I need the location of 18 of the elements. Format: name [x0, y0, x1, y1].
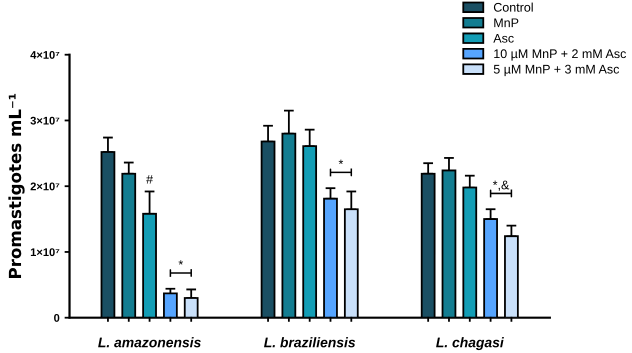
- legend-label: MnP: [494, 18, 518, 28]
- y-tick-label: 0: [54, 314, 60, 322]
- annotation: #: [146, 175, 153, 184]
- y-tick-label: 2×10⁷: [30, 182, 60, 190]
- legend-label: 10 µM MnP + 2 mM Asc: [494, 49, 626, 61]
- y-axis-title: Promastigotes mL⁻¹: [8, 94, 25, 278]
- legend-label: 5 µM MnP + 3 mM Asc: [494, 64, 620, 76]
- legend-label: Control: [494, 2, 533, 12]
- legend-label: Asc: [493, 34, 514, 43]
- y-tick-label: 4×10⁷: [30, 50, 60, 59]
- y-tick-label: 1×10⁷: [30, 248, 60, 256]
- y-tick-label: 3×10⁷: [30, 116, 60, 125]
- x-tick-label: L. chagasi: [436, 337, 504, 350]
- x-tick-label: L. braziliensis: [264, 337, 356, 348]
- annotation: *: [178, 260, 184, 265]
- x-tick-label: L. amazonensis: [98, 337, 201, 348]
- annotation: *: [338, 160, 344, 164]
- annotation: *,&: [492, 180, 510, 191]
